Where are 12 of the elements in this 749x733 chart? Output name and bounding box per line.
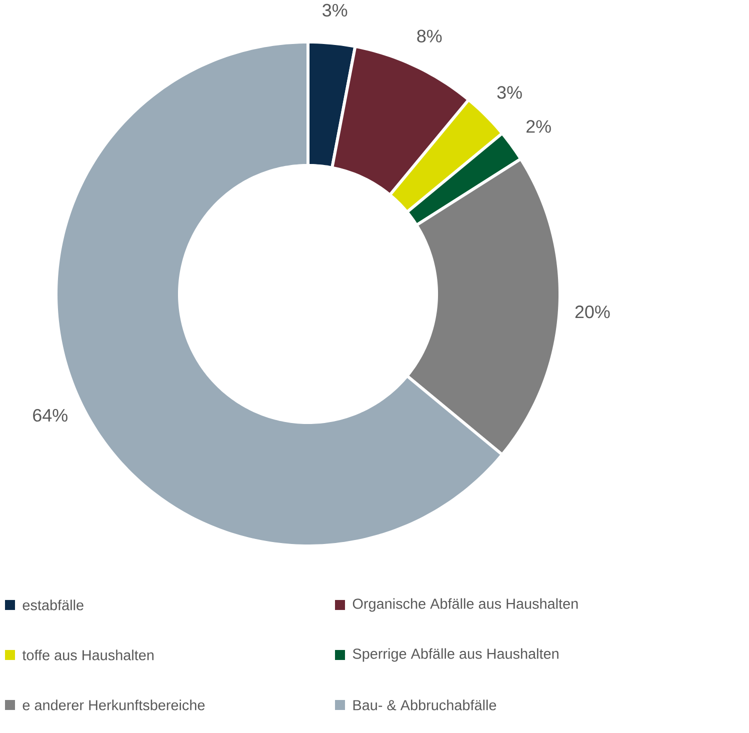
data-label: 3% (322, 4, 348, 17)
data-label: 8% (417, 30, 442, 42)
data-label: 3% (497, 86, 522, 99)
legend-label: Bau- & Abbruchabfälle (353, 700, 496, 710)
legend-label: Sperrige Abfälle aus Haushalten (352, 648, 558, 662)
legend-label: Organische Abfälle aus Haushalten (352, 598, 578, 612)
legend-label: e anderer Herkunftsbereiche (22, 700, 205, 710)
data-label: 20% (575, 306, 610, 318)
legend-label: estabfälle (22, 600, 84, 610)
data-label: 2% (526, 120, 551, 133)
legend-label: toffe aus Haushalten (22, 650, 154, 660)
data-label: 64% (33, 408, 68, 422)
